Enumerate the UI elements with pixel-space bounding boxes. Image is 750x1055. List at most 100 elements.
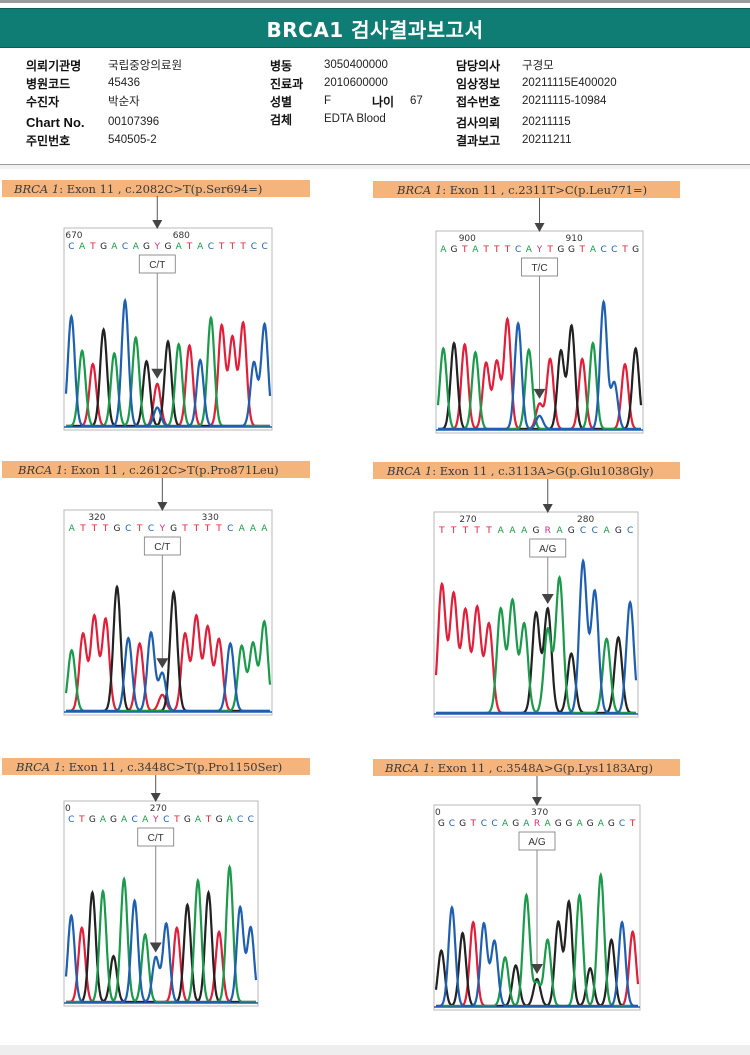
base-call-letter: A (227, 815, 234, 825)
base-call-letter: T (78, 815, 85, 825)
base-call-letter: T (578, 245, 585, 255)
base-call-letter: C (449, 819, 455, 829)
variant-label-5: BRCA 1 : Exon 11 , c.3448C>T(p.Pro1150Se… (2, 758, 310, 775)
base-call-letter: C (237, 815, 243, 825)
base-call-letter: C (491, 819, 497, 829)
base-call-letter: A (142, 815, 149, 825)
base-call-letter: C (122, 242, 128, 252)
trace-C (436, 557, 638, 715)
info-row: 접수번호 20211115-10984 (456, 92, 606, 110)
report-header: BRCA1 검사결과보고서 (0, 8, 750, 48)
info-label: 병원코드 (26, 76, 71, 91)
info-row: 수진자 박순자 (26, 92, 140, 110)
base-call-letter: T (181, 524, 188, 534)
variant-text: : Exon 11 , c.3548A>G(p.Lys1183Arg) (430, 760, 653, 775)
base-call-letter: Y (152, 815, 159, 825)
base-call-letter: Y (536, 245, 543, 255)
base-call-letter: C (619, 819, 625, 829)
base-call-letter: G (587, 819, 594, 829)
info-label: 검사의뢰 (456, 115, 501, 130)
position-tick-label: 910 (566, 234, 583, 244)
genotype-call-label: C/T (148, 833, 164, 844)
base-call-letter: C (261, 242, 267, 252)
base-call-letter: A (545, 819, 552, 829)
info-label: Chart No. (26, 114, 85, 130)
base-call-letter: A (133, 242, 140, 252)
variant-text: : Exon 11 , c.3113A>G(p.Glu1038Gly) (432, 463, 654, 478)
info-row: 결과보고 20211211 (456, 131, 571, 149)
base-call-letter: G (632, 245, 639, 255)
base-call-letter: G (170, 524, 177, 534)
base-call-letter: R (545, 526, 551, 536)
base-call-letter: C (163, 815, 169, 825)
divider (0, 164, 750, 165)
base-call-letter: A (598, 819, 605, 829)
base-call-letter: C (611, 245, 617, 255)
base-call-letter: A (509, 526, 516, 536)
info-label: 수진자 (26, 94, 60, 109)
position-tick-label: 330 (202, 513, 219, 523)
base-call-letter: T (173, 815, 180, 825)
base-call-letter: A (69, 524, 76, 534)
info-value: 20211115-10984 (522, 95, 607, 107)
base-call-letter: G (615, 526, 622, 536)
gene-name: BRCA 1 (385, 760, 431, 775)
trace-A (436, 341, 641, 431)
base-call-letter: T (136, 524, 143, 534)
base-call-letter: C (227, 524, 233, 534)
base-call-letter: T (205, 815, 212, 825)
position-tick-label: 900 (459, 234, 476, 244)
page-footer (0, 1045, 750, 1055)
peak-arrow-icon (149, 942, 162, 953)
base-call-letter: T (450, 526, 457, 536)
info-label: 성별 (270, 94, 293, 109)
base-call-letter: A (100, 815, 107, 825)
base-call-letter: A (502, 819, 509, 829)
variant-label-6: BRCA 1 : Exon 11 , c.3548A>G(p.Lys1183Ar… (373, 759, 680, 776)
base-call-letter: T (186, 242, 193, 252)
variant-arrow-icon (157, 502, 168, 511)
base-call-letter: A (604, 526, 611, 536)
genotype-call-label: C/T (154, 542, 170, 553)
base-call-letter: T (102, 524, 109, 534)
base-call-letter: T (215, 524, 222, 534)
info-value: 00107396 (108, 116, 160, 128)
base-call-letter: A (197, 242, 204, 252)
base-call-letter: A (590, 245, 597, 255)
gene-name: BRCA 1 (387, 463, 433, 478)
base-call-letter: T (218, 242, 225, 252)
position-tick-label: 320 (88, 513, 105, 523)
base-call-letter: C (600, 245, 606, 255)
variant-arrow-icon (542, 504, 553, 513)
info-value: 540505-2 (108, 134, 157, 146)
base-call-letter: C (125, 524, 131, 534)
base-call-letter: T (621, 245, 628, 255)
info-value: F (324, 95, 332, 107)
base-call-letter: T (461, 245, 468, 255)
base-call-letter: T (469, 819, 476, 829)
top-border (0, 0, 750, 3)
base-call-letter: G (533, 526, 540, 536)
variant-arrow-icon (532, 797, 542, 806)
info-label: 진료과 (270, 76, 304, 91)
base-call-letter: T (229, 242, 236, 252)
genotype-call-label: A/G (539, 544, 556, 555)
base-call-letter: C (131, 815, 137, 825)
position-tick-label: 270 (459, 515, 476, 525)
base-call-letter: G (557, 245, 564, 255)
info-label: 의뢰기관명 (26, 58, 82, 73)
variant-text: : Exon 11 , c.3448C>T(p.Pro1150Ser) (61, 759, 283, 774)
base-call-letter: A (239, 524, 246, 534)
divider-shadow (0, 165, 750, 169)
base-call-letter: C (580, 526, 586, 536)
info-label-age: 나이 (372, 94, 395, 109)
base-call-letter: Y (154, 242, 161, 252)
base-call-letter: T (91, 524, 98, 534)
base-call-letter: A (521, 526, 528, 536)
base-call-letter: T (239, 242, 246, 252)
info-row: 병원코드 45436 (26, 74, 140, 92)
base-call-letter: R (534, 819, 540, 829)
